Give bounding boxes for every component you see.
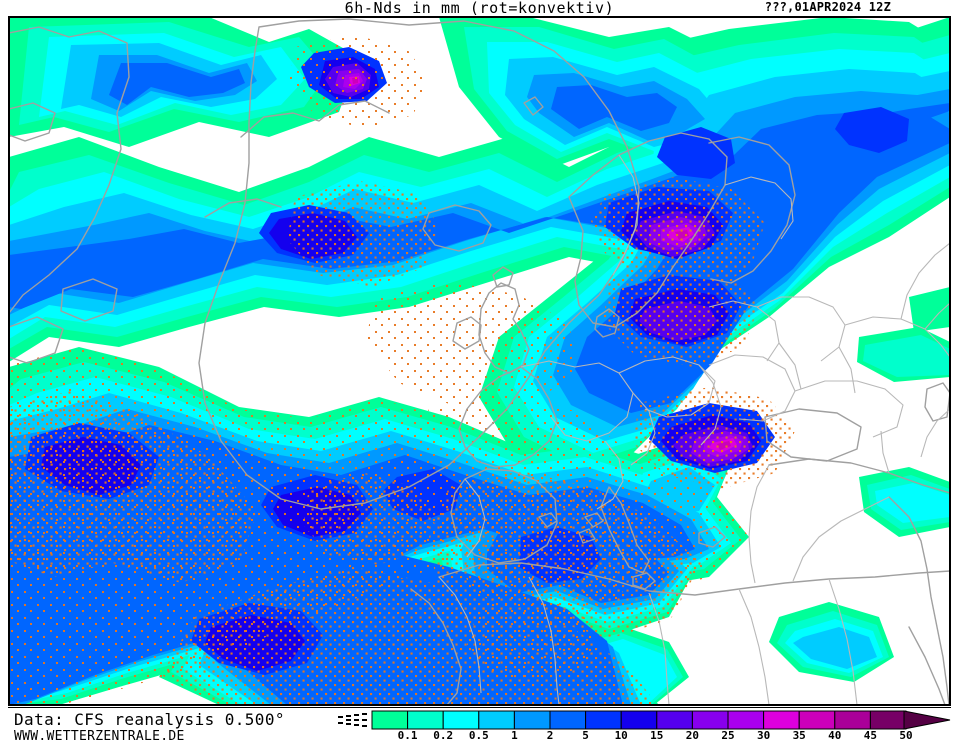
colorbar-tick-label: 40 [828, 729, 842, 742]
colorbar-arrow-tip [903, 710, 951, 730]
colorbar-tick-labels: 0.1 0.2 0.5 1 2 5 10 15 20 25 30 35 40 45 50 [334, 729, 954, 742]
colorbar-block [691, 710, 729, 730]
colorbar-tick-label: 2 [546, 729, 554, 742]
colorbar-block [656, 710, 693, 730]
site-url-label[interactable]: WWW.WETTERZENTRALE.DE [14, 729, 185, 744]
colorbar-block [478, 710, 515, 730]
precipitation-map [9, 17, 950, 705]
colorbar-tick-label: 15 [650, 729, 664, 742]
colorbar-tick-label: 0.1 [397, 729, 418, 742]
map-border [9, 17, 950, 705]
colorbar-tick-label: 5 [582, 729, 589, 742]
colorbar-tick-label: 1 [511, 729, 518, 742]
colorbar-block [407, 710, 444, 730]
valid-time-label: ???,01APR2024 12Z [764, 0, 891, 14]
coastlines-layer [9, 18, 950, 705]
colorbar-tick-label: 10 [614, 729, 628, 742]
colorbar-block [442, 710, 480, 730]
colorbar-tick-label: 25 [721, 729, 735, 742]
page-title: 6h-Nds in mm (rot=konvektiv) [344, 0, 615, 17]
colorbar-tick-label: 0.2 [433, 729, 454, 742]
colorbar-block [549, 710, 587, 730]
colorbar-swatches [338, 710, 951, 730]
footer-divider [8, 707, 951, 708]
colorbar-block [763, 710, 800, 730]
colorbar-block [834, 710, 871, 730]
convective-overlay [9, 35, 795, 705]
colorbar-block [727, 710, 765, 730]
colorbar-tick-label: 50 [899, 729, 913, 742]
colorbar-block [620, 710, 658, 730]
colorbar-tick-label: 35 [792, 729, 806, 742]
colorbar-block [798, 710, 836, 730]
precipitation-colorbar: 0.1 0.2 0.5 1 2 5 10 15 20 25 30 35 40 45 50 [334, 710, 954, 742]
colorbar-block [371, 710, 409, 730]
colorbar-tick-label: 45 [863, 729, 878, 742]
colorbar-tick-label: 30 [756, 729, 771, 742]
chart-header: 6h-Nds in mm (rot=konvektiv) ???,01APR20… [0, 0, 959, 17]
country-borders-layer [438, 154, 950, 705]
colorbar-block [869, 710, 907, 730]
below-threshold-dashes [338, 713, 367, 727]
colorbar-block [585, 710, 622, 730]
colorbar-blocks [371, 710, 907, 730]
colorbar-tick-label: 0.5 [468, 729, 489, 742]
colorbar-tick-label: 20 [685, 729, 700, 742]
data-source-label: Data: CFS reanalysis 0.500° [14, 710, 285, 729]
colorbar-block [513, 710, 551, 730]
map-canvas[interactable] [8, 16, 951, 706]
